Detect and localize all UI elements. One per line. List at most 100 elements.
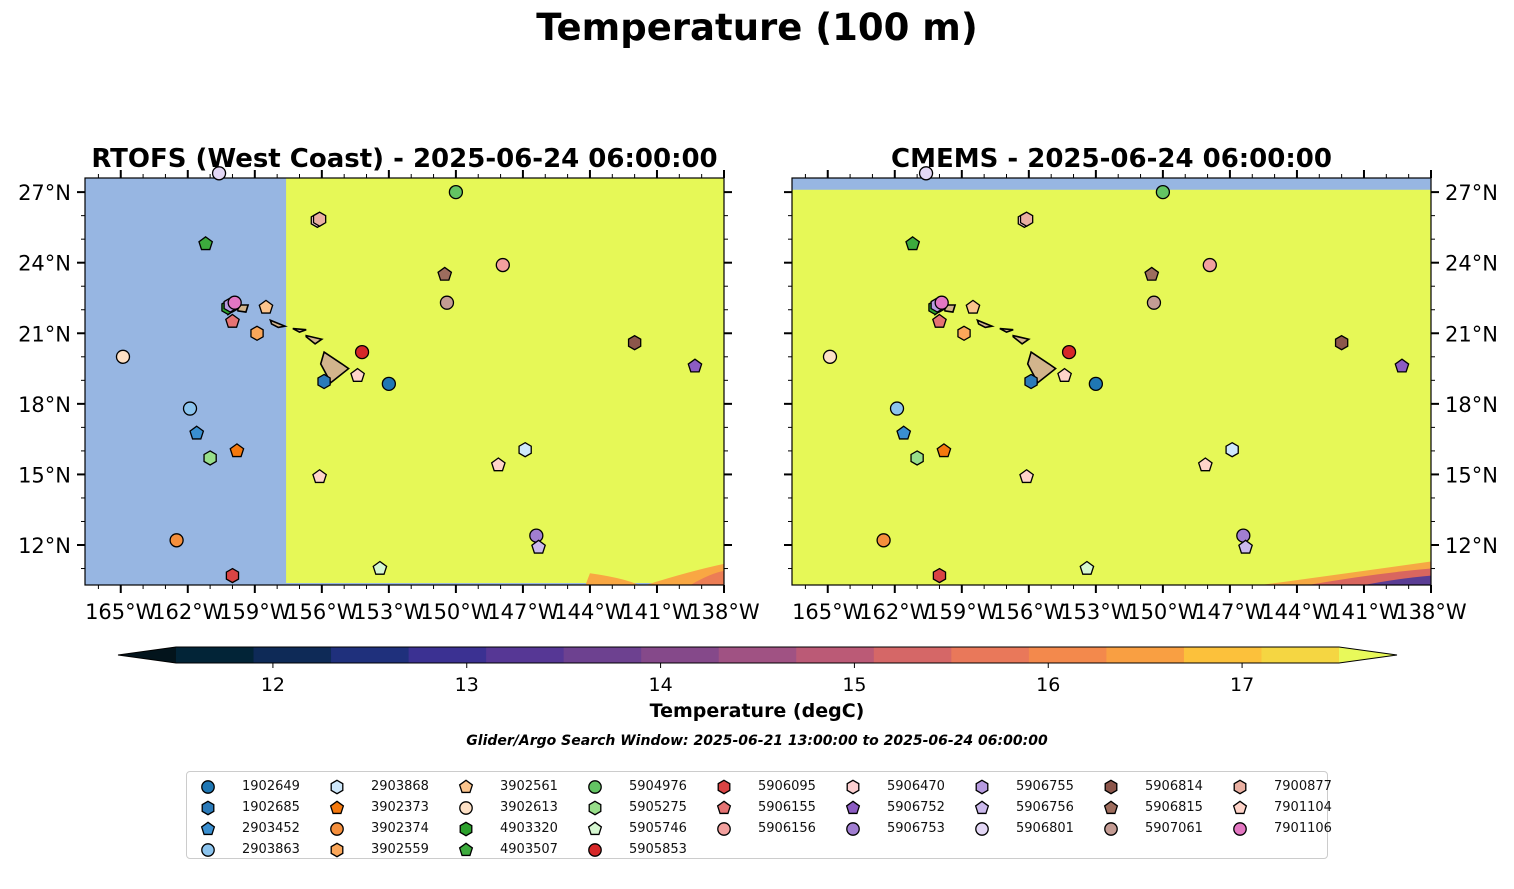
legend-marker-5906814 [1104,779,1118,795]
legend-marker-7900877 [1233,779,1247,795]
float-marker-1902649 [1088,376,1104,392]
legend-marker-5905746 [587,821,603,836]
float-marker-3902559 [957,325,971,342]
lat-tick-label: 27°N [18,181,71,205]
lon-tick-label: 141°W [621,600,693,624]
colorbar-tick-label: 14 [648,674,672,696]
legend-marker-7901106 [1233,822,1247,836]
float-marker-5906752 [687,358,703,373]
float-marker-5906155 [225,313,240,328]
legend-marker-5906155 [716,800,732,815]
lon-tick-label: 156°W [286,600,358,624]
legend-label: 1902649 [242,779,300,794]
legend-label: 5906752 [887,800,945,815]
legend-marker-5906752 [845,800,861,815]
float-marker-4903507 [905,236,921,251]
float-marker-1902685 [317,373,331,390]
legend-label: 3902373 [371,800,429,815]
float-marker-5906095 [225,567,240,584]
lat-tick-label: 24°N [18,252,71,276]
legend-label: 5905746 [629,821,687,836]
float-marker-7900877 [312,211,327,227]
float-marker-2903868 [1225,441,1239,458]
legend-label: 5906801 [1016,821,1074,836]
colorbar-tick-label: 15 [842,674,866,696]
legend-marker-5905275 [588,800,602,816]
legend-marker-2903863 [201,843,215,857]
colorbar-tick-label: 16 [1036,674,1060,696]
float-marker-2903863 [182,401,198,416]
legend-label: 5906095 [758,779,816,794]
float-marker-5905853 [354,344,370,360]
colorbar-label: Temperature (degC) [649,700,865,722]
float-marker-3902373 [936,443,952,458]
colorbar-segment [718,647,797,663]
island-land [269,318,288,329]
float-marker-7901104c [1057,367,1073,382]
colorbar-segment [951,647,1030,663]
legend-marker-5905853 [588,843,602,857]
float-marker-3902559 [250,325,264,342]
panel-title: CMEMS - 2025-06-24 06:00:00 [891,144,1332,174]
colorbar-segment [1183,647,1262,663]
island-land [305,334,324,345]
lon-tick-label: 162°W [859,600,931,624]
float-marker-7901104b [490,457,506,472]
legend-marker-4903507 [458,842,474,857]
legend-label: 5906815 [1145,800,1203,815]
float-marker-5906753 [1236,528,1251,543]
colorbar-segment [873,647,952,663]
island-land [319,350,350,384]
legend-marker-2903868 [330,779,344,795]
legend-marker-7901104 [1232,800,1248,815]
colorbar-segment [641,647,720,663]
float-marker-7901104c [350,367,366,382]
colorbar-segment [176,647,255,663]
masked-region [85,178,287,585]
lon-tick-label: 147°W [1194,600,1266,624]
lat-tick-label: 21°N [18,322,71,346]
float-marker-5906156 [495,257,510,273]
legend-label: 5906753 [887,821,945,836]
island-land [292,327,307,333]
float-marker-5907061 [1146,295,1162,310]
lat-tick-label: 12°N [18,534,71,558]
lon-tick-label: 138°W [688,600,760,624]
legend-label: 7900877 [1274,779,1332,794]
lon-tick-label: 162°W [152,600,224,624]
lon-tick-label: 144°W [1261,600,1333,624]
float-legend: 1902649 1902685 2903452 2903863 2903868 39023… [186,771,1332,859]
legend-label: 2903868 [371,779,429,794]
figure-canvas: RTOFS (West Coast) - 2025-06-24 06:00:00… [18,144,1498,696]
float-marker-7901104 [1019,468,1035,484]
float-marker-5905275 [910,450,924,466]
float-marker-7901106 [934,295,949,310]
legend-marker-1902649 [201,780,215,794]
rtofs-map-panel: RTOFS (West Coast) - 2025-06-24 06:00:00… [18,144,760,624]
figure-title: Temperature (100 m) [536,6,978,49]
lon-tick-label: 138°W [1395,600,1467,624]
lat-tick-label: 27°N [1445,181,1498,205]
legend-marker-5906755 [975,779,989,795]
colorbar-segment [1028,647,1107,663]
map-frame [791,177,1432,586]
float-marker-5906815 [437,266,453,281]
legend-marker-5906801 [975,822,989,836]
legend-label: 5904976 [629,779,687,794]
colorbar-segment [796,647,875,663]
legend-label: 5905853 [629,842,687,857]
legend-label: 5906470 [887,779,945,794]
lon-tick-label: 165°W [85,600,157,624]
lat-tick-label: 12°N [1445,534,1498,558]
island-land [999,327,1014,333]
lat-tick-label: 15°N [18,463,71,487]
float-marker-3902374 [169,533,184,548]
float-marker-5906156 [1202,257,1217,273]
lon-tick-label: 153°W [1060,600,1132,624]
lon-tick-label: 165°W [792,600,864,624]
legend-label: 4903320 [500,821,558,836]
float-marker-3902613 [822,349,838,364]
legend-marker-3902561 [458,779,474,794]
lon-tick-label: 144°W [554,600,626,624]
masked-region [792,178,1431,190]
